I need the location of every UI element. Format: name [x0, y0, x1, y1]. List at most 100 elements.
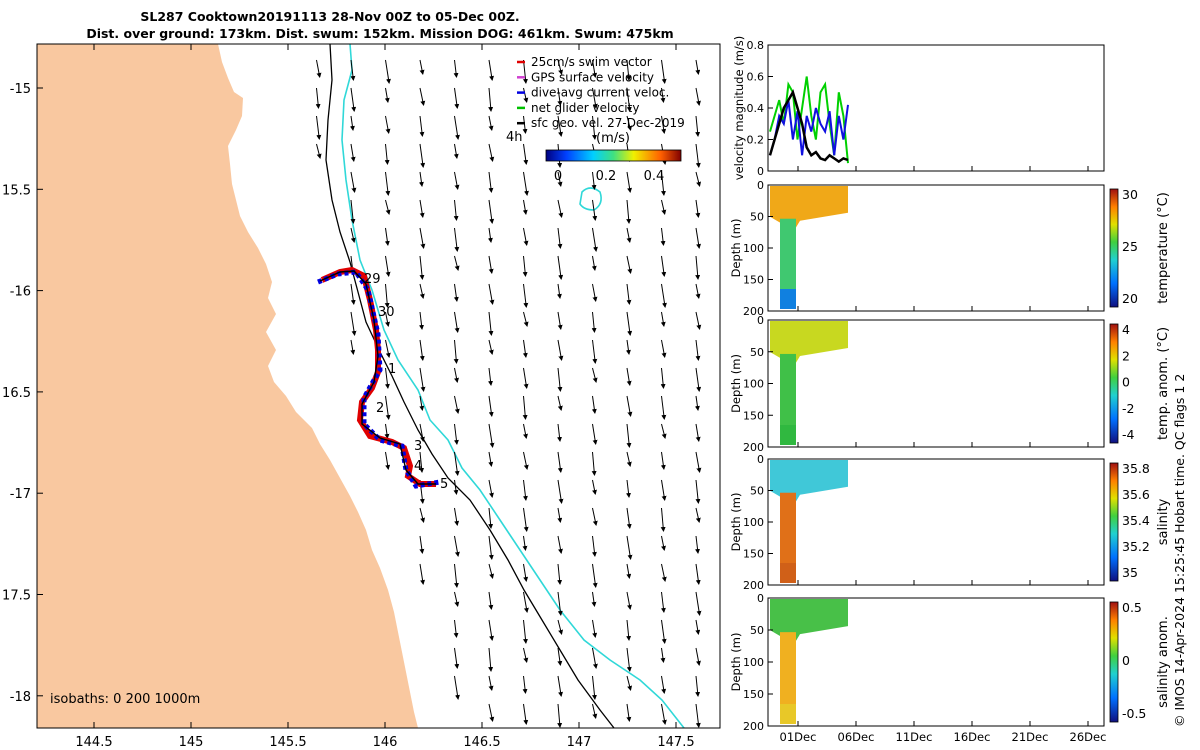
surface-vector	[350, 171, 357, 193]
surface-vector	[488, 563, 495, 579]
surface-vector	[661, 115, 667, 134]
surface-vector	[385, 451, 391, 470]
depth-ytick-label: 150	[743, 548, 764, 561]
map-xtick-label: 145	[179, 735, 204, 750]
profile-colorbar-label: temp. anom. (°C)	[1156, 327, 1171, 440]
surface-vector	[557, 115, 564, 137]
profile-deep-column	[780, 492, 796, 583]
surface-vector	[522, 59, 528, 84]
surface-vector	[522, 619, 528, 644]
map-xtick-label: 147	[567, 735, 592, 750]
surface-vector	[557, 591, 563, 616]
surface-vector	[661, 535, 666, 551]
surface-vector	[316, 143, 322, 159]
surface-vector	[454, 591, 460, 607]
surface-vector	[661, 199, 667, 215]
colorbar-label: (m/s)	[596, 131, 630, 146]
surface-vector	[626, 675, 633, 691]
surface-vector	[454, 395, 460, 414]
colorbar-tick-label: 35.2	[1122, 539, 1150, 554]
surface-vector	[592, 87, 598, 109]
surface-vector	[316, 115, 322, 140]
surface-vector	[626, 619, 632, 641]
time-label: 4h	[506, 130, 523, 145]
surface-vector	[454, 227, 460, 252]
surface-vector	[695, 675, 701, 697]
surface-vector	[626, 423, 632, 448]
profile-colorbar	[1109, 601, 1119, 723]
surface-vector	[418, 171, 424, 187]
surface-vector	[384, 423, 390, 439]
surface-vector	[419, 115, 425, 137]
surface-vector	[454, 311, 460, 333]
surface-vector	[695, 423, 701, 442]
surface-vector	[661, 339, 667, 358]
colorbar-tick-label: -4	[1122, 427, 1135, 442]
surface-vector	[592, 703, 598, 719]
surface-vector	[487, 227, 493, 243]
surface-vector	[523, 591, 529, 613]
colorbar-tick-label: -0.5	[1122, 706, 1146, 721]
surface-vector	[765, 256, 767, 273]
colorbar-tick-label: 25	[1122, 239, 1138, 254]
profile-colorbar-label: salinity	[1156, 498, 1171, 545]
surface-vector	[695, 535, 701, 554]
colorbar-tick-label: 20	[1122, 291, 1138, 306]
surface-vector	[523, 367, 529, 389]
surface-vector	[592, 479, 597, 495]
colorbar-tick-label: 2	[1122, 348, 1130, 363]
surface-vector	[453, 479, 459, 495]
surface-vector	[660, 227, 666, 246]
surface-vector	[384, 143, 390, 165]
surface-vector	[522, 675, 528, 694]
surface-vector	[592, 423, 598, 445]
surface-vector	[591, 451, 597, 476]
surface-vector	[488, 619, 495, 641]
surface-vector	[488, 479, 494, 498]
surface-vector	[626, 395, 633, 417]
surface-vector	[695, 143, 701, 168]
surface-vector	[454, 171, 460, 190]
surface-vector	[557, 311, 563, 330]
surface-vector	[316, 59, 322, 78]
surface-vector	[522, 199, 528, 215]
surface-vector	[626, 255, 633, 274]
map-xtick-label: 145.5	[269, 735, 306, 750]
surface-vector	[695, 283, 701, 299]
surface-vector	[419, 255, 425, 280]
profile-colorbar-label: temperature (°C)	[1156, 192, 1171, 304]
surface-vector	[419, 367, 426, 392]
surface-vector	[419, 451, 425, 473]
day-label: 3	[414, 439, 422, 454]
legend-entry: dive-avg current veloc.	[531, 86, 669, 100]
map-ytick-label: 16.5	[2, 386, 31, 401]
surface-vector	[557, 339, 564, 361]
surface-vector	[626, 59, 632, 81]
surface-vector	[661, 423, 667, 439]
colorbar-tick-label: 0.2	[596, 169, 617, 184]
depth-ytick-label: 200	[743, 579, 764, 592]
surface-vector	[695, 479, 701, 504]
surface-vector	[731, 452, 734, 475]
surface-vector	[695, 171, 702, 187]
surface-vector	[695, 59, 701, 75]
surface-vector	[523, 703, 529, 725]
colorbar-tick-label: 35.8	[1122, 461, 1150, 476]
surface-vector	[695, 563, 701, 585]
surface-vector	[350, 339, 356, 355]
velocity-panel-frame	[767, 44, 1105, 172]
surface-vector	[523, 227, 529, 246]
surface-vector	[731, 200, 735, 220]
profile-colorbar	[1109, 462, 1119, 582]
surface-vector	[695, 703, 701, 728]
surface-vector	[695, 311, 702, 330]
surface-vector	[592, 563, 598, 588]
surface-vector	[592, 199, 598, 221]
surface-vector	[557, 227, 563, 249]
depth-ytick-label: 100	[743, 242, 764, 255]
map-ytick-label: -15	[10, 82, 31, 97]
surface-vector	[454, 535, 460, 557]
surface-vector	[695, 255, 701, 280]
